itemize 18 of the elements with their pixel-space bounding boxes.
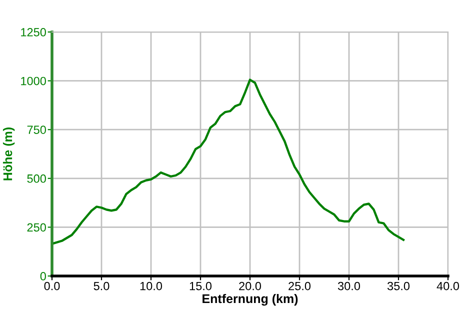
y-tick-label: 1000 [21,76,46,86]
x-axis-title: Entfernung (km) [202,294,298,306]
y-tick-label: 0 [40,272,46,280]
x-tick-label: 35.0 [387,282,410,290]
y-tick-label: 500 [27,174,46,183]
x-tick-label: 20.0 [239,282,262,290]
y-tick-label: 250 [27,223,46,232]
x-tick-label: 10.0 [140,282,162,290]
line-series [52,78,405,245]
x-tick-label: 25.0 [288,282,311,290]
x-tick-label: 40.0 [436,282,460,290]
x-tick-label: 30.0 [338,282,360,290]
y-tick-label: 750 [27,126,46,134]
x-tick-label: 5.0 [94,282,110,290]
x-tick-label: 15.0 [190,282,212,290]
y-axis-title: Höhe (m) [2,128,15,180]
y-tick-label: 1250 [21,28,46,36]
x-tick-label: 0.0 [44,282,60,290]
